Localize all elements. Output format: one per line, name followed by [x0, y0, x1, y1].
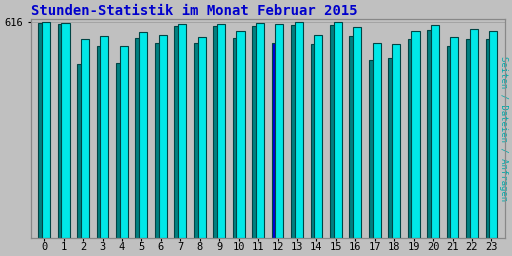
Bar [412, 31, 419, 238]
Bar [314, 35, 323, 238]
Bar [485, 39, 494, 238]
Bar [116, 63, 124, 238]
Bar [136, 38, 144, 238]
Bar [451, 37, 458, 238]
Bar [470, 29, 478, 238]
Bar [194, 43, 202, 238]
Bar [237, 31, 245, 238]
Bar [217, 24, 225, 238]
Bar [353, 27, 361, 238]
Bar [392, 44, 400, 238]
Bar [330, 25, 338, 238]
Bar [214, 26, 221, 238]
Bar [155, 43, 163, 238]
Bar [252, 26, 260, 238]
Bar [178, 24, 186, 238]
Bar [198, 37, 206, 238]
Bar [159, 35, 167, 238]
Bar [77, 64, 86, 238]
Bar [256, 23, 264, 238]
Bar [369, 59, 377, 238]
Bar [489, 31, 497, 238]
Bar [61, 23, 70, 238]
Bar [120, 46, 128, 238]
Y-axis label: Seiten / Dateien / Anfragen: Seiten / Dateien / Anfragen [499, 56, 508, 201]
Bar [466, 39, 474, 238]
Bar [334, 23, 342, 238]
Bar [446, 46, 455, 238]
Bar [349, 36, 357, 238]
Bar [427, 30, 435, 238]
Bar [373, 44, 381, 238]
Bar [58, 24, 66, 238]
Bar [97, 46, 105, 238]
Bar [233, 38, 241, 238]
Bar [81, 39, 89, 238]
Bar [175, 26, 182, 238]
Bar [42, 23, 50, 238]
Bar [38, 23, 47, 238]
Bar [310, 44, 318, 238]
Bar [295, 23, 303, 238]
Bar [100, 36, 109, 238]
Bar [272, 44, 280, 238]
Text: Stunden-Statistik im Monat Februar 2015: Stunden-Statistik im Monat Februar 2015 [31, 4, 357, 18]
Bar [275, 24, 284, 238]
Bar [431, 25, 439, 238]
Bar [139, 31, 147, 238]
Bar [291, 25, 299, 238]
Bar [408, 39, 416, 238]
Bar [388, 58, 396, 238]
